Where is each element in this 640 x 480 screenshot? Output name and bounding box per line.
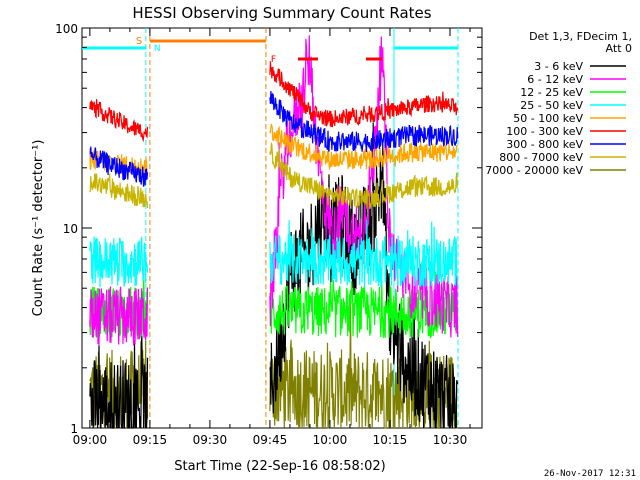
y-axis-label: Count Rate (s⁻¹ detector⁻¹)	[31, 140, 46, 317]
series-layer	[89, 35, 459, 429]
legend-label: 12 - 25 keV	[520, 86, 583, 99]
series-line-800to7000keV	[89, 173, 149, 209]
legend-label: 3 - 6 keV	[534, 60, 583, 73]
series-line-50to100keV	[269, 123, 459, 170]
legend-header-line-2: Att 0	[606, 42, 632, 55]
series-line-100to300keV	[89, 99, 149, 143]
legend-header-line-1: Det 1,3, FDecim 1,	[529, 30, 632, 43]
legend-label: 800 - 7000 keV	[499, 151, 583, 164]
x-tick-label: 10:00	[313, 433, 348, 447]
night-label: N	[154, 44, 161, 54]
y-tick-label: 100	[55, 22, 78, 36]
axis-ticks: 09:00 09:15 09:30 09:45 10:00 10:15 10:30 1 10 10…	[55, 22, 482, 447]
chart-title: HESSI Observing Summary Count Rates	[132, 4, 431, 22]
series-line-3to6keV	[89, 329, 149, 429]
series-line-25to50keV	[89, 236, 149, 288]
x-tick-label: 09:30	[193, 433, 228, 447]
series-line-6to12keV	[89, 286, 149, 346]
legend-label: 25 - 50 keV	[520, 99, 583, 112]
x-tick-label: 10:30	[433, 433, 468, 447]
saa-label: S	[136, 36, 142, 47]
legend-label: 7000 - 20000 keV	[485, 164, 583, 177]
series-line-800to7000keV	[269, 141, 459, 210]
y-tick-label: 10	[63, 222, 78, 236]
series-line-300to800keV	[89, 146, 149, 187]
series-line-300to800keV	[269, 90, 459, 153]
x-tick-label: 09:00	[73, 433, 108, 447]
generation-date: 26-Nov-2017 12:31	[544, 469, 636, 479]
y-tick-label: 1	[70, 422, 78, 436]
legend-label: 300 - 800 keV	[506, 138, 583, 151]
series-line-100to300keV	[269, 61, 459, 128]
flare-label: F	[271, 55, 276, 65]
x-tick-label: 09:45	[253, 433, 288, 447]
x-axis-label: Start Time (22-Sep-16 08:58:02)	[174, 459, 385, 474]
legend-label: 6 - 12 keV	[527, 73, 583, 86]
x-tick-label: 09:15	[133, 433, 168, 447]
legend-label: 50 - 100 keV	[513, 112, 583, 125]
series-line-25to50keV	[269, 219, 459, 288]
legend-label: 100 - 300 keV	[506, 125, 583, 138]
x-tick-label: 10:15	[373, 433, 408, 447]
